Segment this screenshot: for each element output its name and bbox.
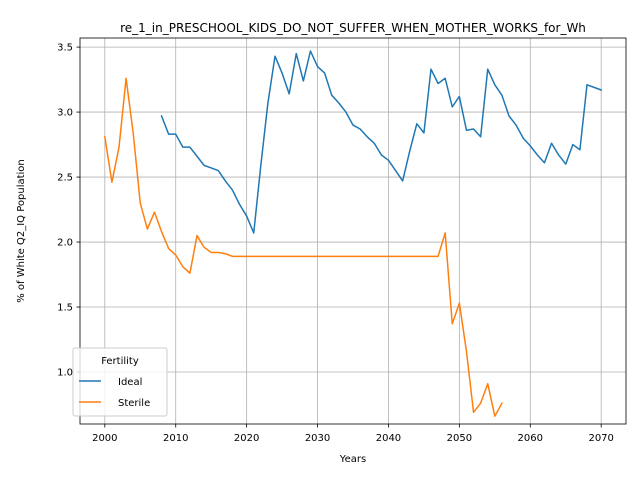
y-tick-label: 3.5 <box>57 43 73 54</box>
x-gridlines <box>104 38 602 424</box>
y-tick-label: 1.0 <box>57 368 73 379</box>
x-tick-label: 2060 <box>518 433 543 444</box>
x-axis-ticks: 2000 2010 2020 2030 2040 2050 2060 2070 <box>92 424 614 444</box>
x-tick-label: 2070 <box>588 433 613 444</box>
y-tick-label: 3.0 <box>57 108 73 119</box>
y-tick-label: 2.5 <box>57 173 73 184</box>
plot-area <box>80 38 626 424</box>
x-axis-label: Years <box>339 454 366 465</box>
x-tick-label: 2030 <box>305 433 330 444</box>
plot-frame <box>79 37 627 425</box>
x-tick-label: 2040 <box>376 433 401 444</box>
x-tick-label: 2020 <box>234 433 259 444</box>
series-layer <box>103 50 603 417</box>
legend-frame <box>72 347 168 417</box>
chart-title: re_1_in_PRESCHOOL_KIDS_DO_NOT_SUFFER_WHE… <box>120 21 586 35</box>
y-tick-label: 2.0 <box>57 238 73 249</box>
legend-title: Fertility <box>101 356 139 367</box>
series-line-sterile <box>103 77 503 417</box>
legend-label-sterile: Sterile <box>118 398 150 409</box>
legend-label-ideal: Ideal <box>118 377 142 388</box>
y-axis-label: % of White Q2_IQ Population <box>16 159 27 303</box>
y-tick-label: 1.5 <box>57 303 73 314</box>
series-line-ideal <box>160 50 603 234</box>
y-axis-ticks: 1.0 1.5 2.0 2.5 3.0 3.5 <box>57 43 80 379</box>
legend: Fertility Ideal Sterile <box>72 347 168 417</box>
x-tick-label: 2050 <box>447 433 472 444</box>
x-tick-label: 2000 <box>92 433 117 444</box>
x-tick-label: 2010 <box>163 433 188 444</box>
y-gridlines <box>80 46 626 373</box>
